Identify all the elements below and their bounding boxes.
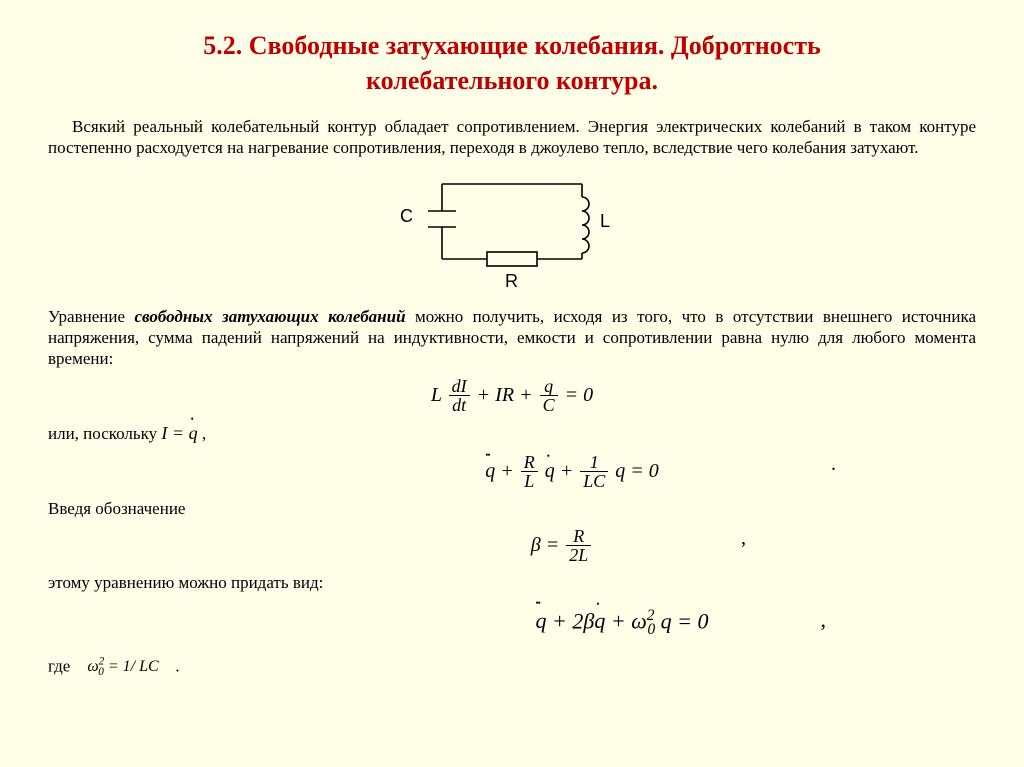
eq4-eq0: = 0 xyxy=(677,608,708,633)
p3-math: I = q xyxy=(161,423,197,443)
eq1-frac-qC: q C xyxy=(540,377,558,416)
p2-emphasis: свободных затухающих колебаний xyxy=(134,307,405,326)
section-title: 5.2. Свободные затухающие колебания. Доб… xyxy=(48,28,976,98)
paragraph-equation-intro: Уравнение свободных затухающих колебаний… xyxy=(48,306,976,370)
eq2-frac-1LC: 1 LC xyxy=(580,453,608,492)
eq5-punct: . xyxy=(175,656,179,675)
capacitor-label: C xyxy=(400,206,413,227)
eq5-omega-def: ω20 = 1/ LC xyxy=(87,658,162,675)
eq2-punct: . xyxy=(831,453,836,476)
eq2-qdot: q xyxy=(545,460,555,482)
paragraph-notation: Введя обозначение xyxy=(48,498,976,519)
eq1-IR: IR xyxy=(495,384,514,406)
eq1-eq0: = 0 xyxy=(565,384,594,406)
eq2-eq0: = 0 xyxy=(630,460,659,482)
eq1-L: L xyxy=(431,384,442,406)
title-line-1: 5.2. Свободные затухающие колебания. Доб… xyxy=(203,31,821,60)
eq4-punct: , xyxy=(821,607,827,633)
p6-text: где xyxy=(48,656,70,675)
eq2-frac-RL: R L xyxy=(521,453,538,492)
equation-charge-ode: q + R L q + 1 LC q = 0 . xyxy=(48,453,976,492)
eq4-qdot: q xyxy=(594,608,605,633)
paragraph-form: этому уравнению можно придать вид: xyxy=(48,572,976,593)
equation-standard-form: q + 2βq + ω20 q = 0 , xyxy=(48,607,976,639)
eq3-eq: = xyxy=(546,534,565,556)
equation-kirchhoff: L dI dt + IR + q C = 0 xyxy=(48,377,976,416)
eq2-plus1: + xyxy=(500,460,519,482)
eq1-frac-dIdt: dI dt xyxy=(449,377,470,416)
paragraph-where: где ω20 = 1/ LC . xyxy=(48,655,976,680)
eq4-sub: 0 xyxy=(647,621,655,638)
eq4-omega: ω xyxy=(631,608,647,633)
resistor-label: R xyxy=(505,271,518,292)
eq3-punct: , xyxy=(741,527,746,550)
paragraph-since: или, поскольку I = q , xyxy=(48,422,976,445)
p3-b: , xyxy=(202,424,206,443)
eq2-qddot: q xyxy=(485,460,495,482)
paragraph-intro: Всякий реальный колебательный контур обл… xyxy=(48,116,976,159)
eq3-frac: R 2L xyxy=(566,527,591,566)
eq4-q: q xyxy=(661,608,672,633)
p2-prefix: Уравнение xyxy=(48,307,134,326)
title-line-2: колебательного контура. xyxy=(366,66,658,95)
eq1-plus1: + xyxy=(477,384,496,406)
equation-beta: β = R 2L , xyxy=(48,527,976,566)
inductor-label: L xyxy=(600,211,610,232)
eq1-plus2: + xyxy=(519,384,538,406)
eq2-q: q xyxy=(615,460,625,482)
eq4-plus1: + 2 xyxy=(552,608,583,633)
eq3-beta: β xyxy=(531,534,541,556)
circuit-diagram: C L R xyxy=(48,169,976,294)
eq4-qddot: q xyxy=(536,608,547,633)
eq4-plus2: + xyxy=(611,608,631,633)
eq4-beta: β xyxy=(583,608,594,633)
p3-a: или, поскольку xyxy=(48,424,161,443)
eq2-plus2: + xyxy=(560,460,579,482)
